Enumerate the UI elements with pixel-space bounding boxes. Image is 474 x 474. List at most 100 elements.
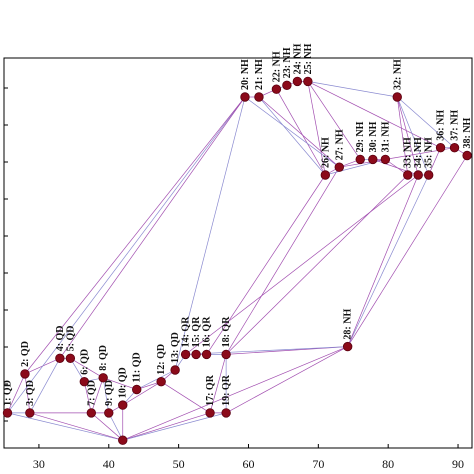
node-point [98,373,108,383]
node-point [462,150,472,161]
edge-line [396,96,430,176]
node-label: 23: NH [282,47,293,78]
node-label: 10: QD [118,367,129,398]
node-label: 11: QD [132,352,143,382]
edge-line [160,381,211,414]
edge-line [225,167,340,355]
node-point [240,92,250,102]
x-tick-label: 70 [312,457,324,471]
node-label: 9: QD [104,380,115,406]
node-point [65,353,76,364]
node-label: 38: NH [462,117,473,148]
node-point [435,142,446,153]
edge-line [103,377,137,390]
node-point [271,84,282,94]
node-point [180,349,191,360]
node-point [104,408,114,418]
node-point [355,154,365,165]
edge-line [24,96,246,375]
edge-line [347,174,430,347]
node-point [221,408,231,418]
edge-line [244,96,340,168]
node-label: 37: NH [450,110,461,141]
node-label: 3: QD [25,380,36,406]
edge-line [347,155,468,347]
node-point [342,341,353,352]
node-label: 5: QD [65,325,76,351]
node-point [86,408,97,418]
edge-line [397,96,455,148]
node-point [79,377,90,387]
edge-line [122,346,348,441]
edge-line [7,96,246,414]
plot-area [3,57,473,449]
node-point [254,92,264,102]
node-point [25,408,35,418]
edge-line [185,174,419,355]
node-point [303,76,313,87]
node-point [118,435,128,445]
edge-line [91,412,123,441]
edge-line [258,96,326,176]
edge-line [307,81,326,176]
edge-line [59,96,246,359]
edge-line [136,369,176,390]
y-ticks-layer [4,87,8,422]
edge-line [7,412,123,441]
node-label: 4: QD [55,325,66,351]
edge-line [347,174,419,347]
edge-line [339,147,455,168]
node-label: 25: NH [303,43,314,74]
edge-line [70,357,104,379]
node-point [403,170,413,180]
node-point [156,377,166,387]
node-labels-layer: 1: QD 2: QD 3: QD 4: QD 5: QD6: QD 7: QD8: QD… [2,43,473,406]
node-label: 29: NH [355,121,366,152]
node-label: 2: QD [20,341,31,367]
node-point [20,369,30,379]
node-label: 18: QR [221,316,232,348]
edges-layer [7,81,468,441]
node-point [191,349,201,360]
node-point [423,170,434,180]
x-ticks-layer: 30 40 50 60 70 80 90 [33,444,464,471]
edge-line [258,96,340,168]
node-point [201,349,212,360]
node-point [132,384,142,395]
node-point [221,349,231,360]
node-label: 34: NH [413,137,424,168]
edge-line [29,358,61,414]
node-point [320,170,331,180]
node-point [334,162,344,172]
node-label: 35: NH [424,137,435,168]
node-label: 24: NH [292,43,303,74]
node-label: 30: NH [368,121,379,152]
node-label: 6: QD [79,349,90,375]
edge-line [396,96,409,176]
edge-line [102,377,110,413]
node-point [205,408,215,418]
node-point [368,154,378,165]
edge-line [225,174,408,355]
x-tick-label: 30 [33,457,45,471]
node-point [170,365,180,375]
edge-line [206,174,326,355]
edge-line [396,96,419,176]
node-point [449,142,460,153]
edge-line [307,81,361,160]
node-label: 12: QD [156,344,167,375]
edge-line [122,381,162,406]
edge-line [307,81,398,98]
edge-line [276,89,326,176]
node-label: 36: NH [436,110,447,141]
node-label: 16: QR [202,316,213,348]
node-label: 32: NH [392,59,403,90]
node-label: 13: QD [170,332,181,363]
nodes-layer [2,76,472,445]
node-label: 31: NH [380,121,391,152]
node-label: 8: QD [98,345,109,371]
edge-line [7,373,26,414]
x-tick-label: 90 [452,457,464,471]
node-point [392,92,402,102]
